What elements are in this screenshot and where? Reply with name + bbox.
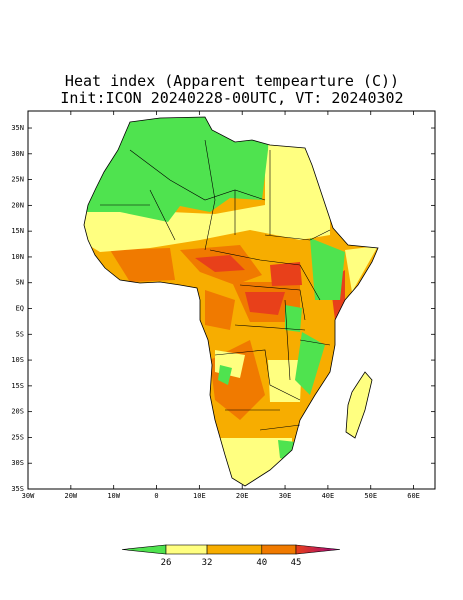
field-region: [285, 305, 302, 332]
lat-tick-label: 30N: [11, 150, 24, 158]
field-region: [345, 372, 375, 440]
field-region: [310, 238, 345, 300]
field-region: [268, 360, 302, 402]
lon-tick-label: 30E: [279, 492, 292, 500]
colorbar: 26 32 40 45: [121, 544, 341, 568]
colorbar-segment: [165, 544, 208, 555]
lat-tick-label: 15N: [11, 227, 24, 235]
lat-tick-label: 5N: [16, 279, 24, 287]
map-title: Heat index (Apparent tempearture (C)): [65, 72, 399, 90]
lat-tick-label: 10N: [11, 253, 24, 261]
graticule-ticks: 35N 30N 25N 20N 15N 10N 5N EQ 5S 10S 15S 20S 25S 30S 3…: [11, 111, 435, 500]
map-frame: [27, 110, 436, 490]
lat-tick-label: 10S: [11, 356, 24, 364]
field-region: [270, 262, 302, 286]
field-region: [205, 290, 235, 330]
country-borders: [100, 139, 331, 431]
heat-index-field: [84, 117, 378, 486]
colorbar-extend-high: [295, 544, 341, 555]
coastline: [345, 371, 373, 439]
lat-tick-label: 20S: [11, 408, 24, 416]
lat-tick-label: 15S: [11, 382, 24, 390]
lon-tick-label: 30W: [22, 492, 35, 500]
lon-tick-label: 10E: [193, 492, 206, 500]
lon-tick-label: 20E: [236, 492, 249, 500]
field-region: [218, 365, 232, 385]
field-region: [215, 438, 292, 486]
lat-tick-label: EQ: [16, 305, 24, 313]
colorbar-label: 45: [291, 558, 302, 568]
field-region: [295, 332, 325, 395]
field-region: [84, 205, 330, 252]
colorbar-segment: [261, 544, 297, 555]
lon-tick-label: 0: [154, 492, 158, 500]
field-region: [245, 292, 285, 315]
field-region: [265, 145, 330, 215]
lon-tick-label: 50E: [364, 492, 377, 500]
field-region: [195, 255, 245, 272]
colorbar-segment: [206, 544, 263, 555]
colorbar-label: 26: [161, 558, 172, 568]
lat-tick-label: 25N: [11, 176, 24, 184]
lat-tick-label: 30S: [11, 459, 24, 467]
map-subtitle: Init:ICON 20240228-00UTC, VT: 20240302: [60, 89, 403, 107]
field-region: [110, 248, 175, 282]
lat-tick-label: 25S: [11, 433, 24, 441]
colorbar-label: 40: [256, 558, 267, 568]
lat-tick-label: 35S: [11, 485, 24, 493]
lat-tick-label: 20N: [11, 201, 24, 209]
lon-tick-label: 40E: [322, 492, 335, 500]
colorbar-extend-low: [121, 544, 167, 555]
lat-tick-label: 35N: [11, 124, 24, 132]
borders: [83, 116, 379, 487]
colorbar-label: 32: [202, 558, 213, 568]
lon-tick-label: 60E: [407, 492, 420, 500]
lon-tick-label: 10W: [107, 492, 120, 500]
lat-tick-label: 5S: [16, 330, 24, 338]
field-region: [345, 246, 378, 292]
lon-tick-label: 20W: [65, 492, 78, 500]
